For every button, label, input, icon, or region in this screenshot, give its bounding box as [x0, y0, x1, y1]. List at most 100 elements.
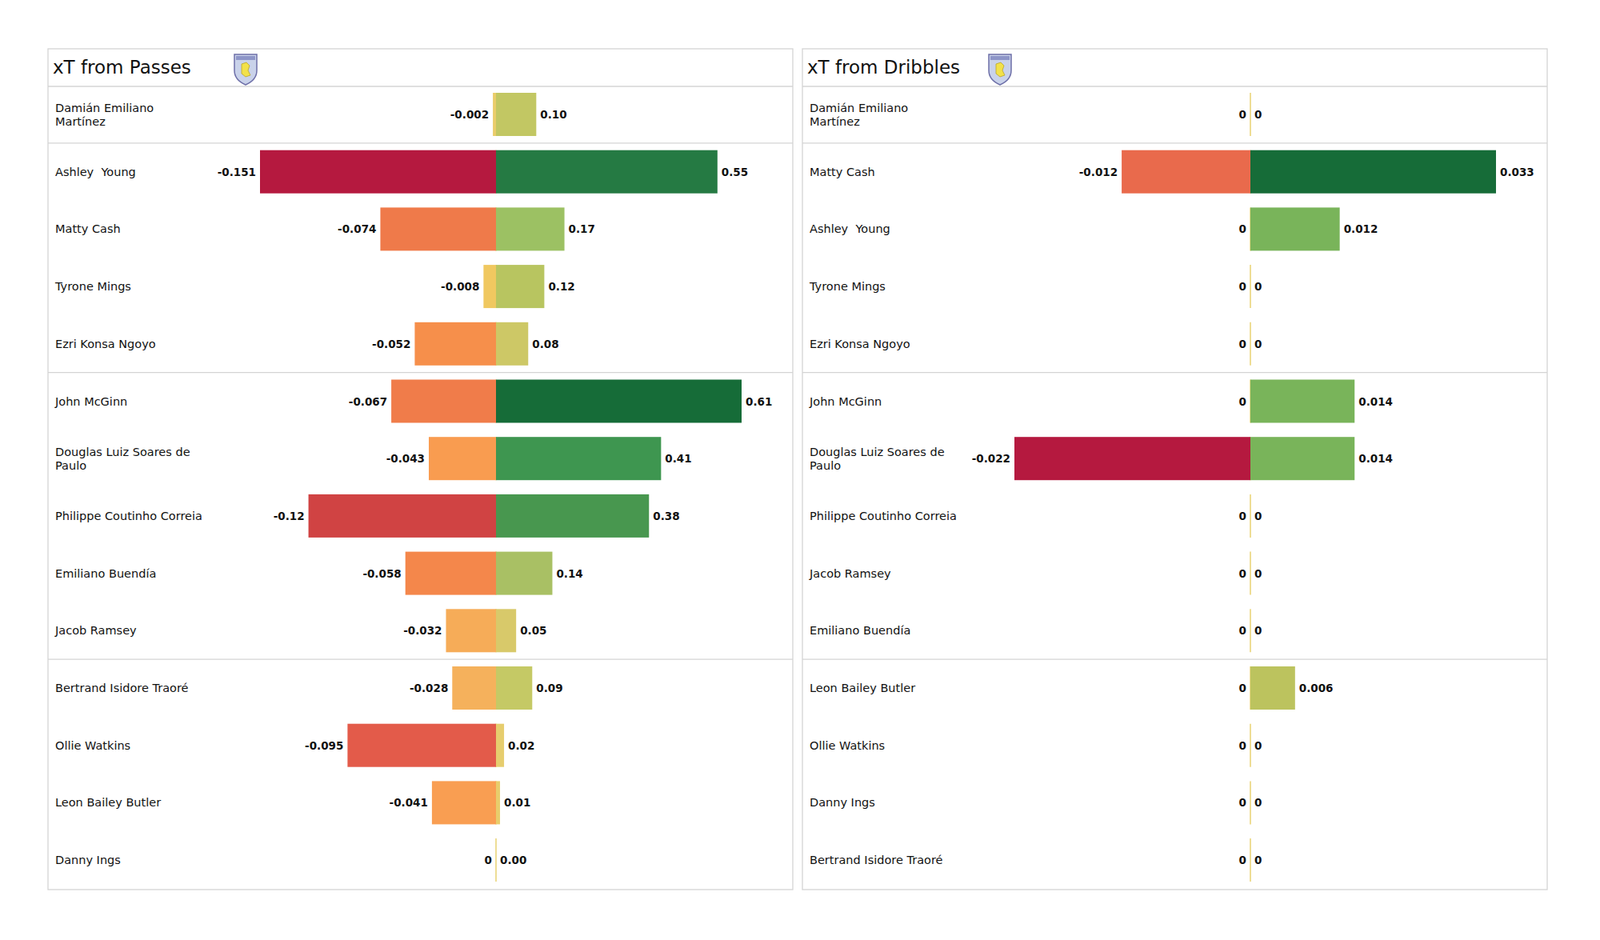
data-label: 0.41: [664, 452, 692, 465]
data-label: 0.08: [532, 337, 559, 351]
bar: [496, 380, 742, 424]
group-separator: [48, 372, 793, 373]
data-label: 0: [1239, 222, 1247, 236]
bar: [1250, 436, 1355, 480]
bar: [1250, 666, 1296, 710]
data-label: 0: [1254, 337, 1262, 351]
data-label: 0: [1239, 796, 1247, 809]
data-label: 0: [1254, 509, 1262, 523]
bar: [391, 380, 496, 424]
category-label: Matty Cash: [809, 165, 876, 179]
bar: [496, 780, 500, 824]
data-label: -0.12: [273, 509, 305, 523]
bar: [1250, 264, 1252, 308]
crest-band: [990, 56, 1010, 60]
category-label: Bertrand Isidore Traoré: [809, 853, 944, 867]
bar: [496, 724, 504, 768]
data-label: 0: [1254, 739, 1262, 752]
bar: [1250, 608, 1252, 652]
data-label: 0.61: [745, 395, 772, 408]
data-label: 0: [1239, 739, 1247, 752]
data-label: -0.041: [389, 796, 428, 809]
bar: [496, 608, 516, 652]
data-label: 0: [1239, 509, 1247, 523]
category-label: Ashley Young: [55, 165, 136, 179]
zero-line: [1249, 838, 1252, 882]
data-label: 0.12: [548, 280, 575, 293]
bar: [1250, 150, 1496, 194]
category-label: Matty Cash: [55, 222, 121, 236]
data-label: 0.01: [504, 796, 531, 809]
data-label: 0: [1239, 337, 1247, 351]
bar: [1250, 380, 1355, 424]
bar: [405, 552, 496, 596]
group-separator: [802, 372, 1548, 373]
title-separator: [802, 85, 1548, 87]
bar: [496, 150, 718, 194]
bar: [496, 666, 532, 710]
data-label: 0: [1254, 853, 1262, 867]
crest: [234, 54, 257, 85]
panel-frame: [802, 48, 1548, 890]
bar: [1250, 322, 1252, 366]
bar: [492, 92, 496, 136]
data-label: 0.10: [540, 108, 567, 121]
bar: [1250, 780, 1252, 824]
crest-shield: [988, 54, 1012, 85]
title: xT from Dribbles: [807, 56, 960, 78]
category-label: Jacob Ramsey: [54, 624, 137, 637]
category-label: Leon Bailey Butler: [55, 796, 161, 809]
bar: [380, 207, 496, 251]
bar: [445, 608, 496, 652]
crest-lion: [241, 62, 251, 77]
zero-line: [1249, 322, 1252, 366]
bar: [1014, 436, 1251, 480]
data-label: -0.012: [1079, 165, 1118, 179]
bars: [260, 92, 742, 882]
data-label: 0: [1254, 624, 1262, 637]
category-label: Philippe Coutinho Correia: [55, 509, 203, 523]
data-label: -0.151: [217, 165, 256, 179]
bar: [1250, 838, 1252, 882]
data-label: 0.014: [1358, 395, 1393, 408]
bar: [1250, 92, 1252, 136]
zero-line: [495, 838, 497, 882]
bar: [483, 264, 496, 308]
bar: [308, 494, 496, 538]
bar: [1250, 552, 1252, 596]
category-label: Philippe Coutinho Correia: [809, 509, 957, 523]
bar: [1250, 552, 1252, 596]
data-label: 0.05: [520, 624, 547, 637]
bar: [496, 436, 661, 480]
panel: xT from PassesDamián EmilianoMartínezAsh…: [48, 48, 793, 890]
group-separator: [802, 142, 1548, 144]
bar: [1250, 494, 1252, 538]
bar: [414, 322, 496, 366]
group-separator: [48, 659, 793, 660]
data-label: 0.006: [1299, 681, 1334, 695]
data-label: -0.052: [372, 337, 411, 351]
bar: [347, 724, 496, 768]
category-label: Ezri Konsa Ngoyo: [55, 337, 156, 351]
bar: [496, 838, 497, 882]
category-label: Ezri Konsa Ngoyo: [809, 337, 911, 351]
category-label: Bertrand Isidore Traoré: [55, 681, 189, 695]
bar: [1250, 494, 1252, 538]
category-label: Damián EmilianoMartínez: [809, 101, 908, 128]
data-label: -0.067: [348, 395, 388, 408]
data-label: -0.043: [386, 452, 425, 465]
crest-shield: [234, 54, 257, 85]
bar: [1250, 724, 1252, 768]
category-label: John McGinn: [808, 395, 882, 408]
data-label: 0: [1239, 681, 1247, 695]
data-label: -0.022: [972, 452, 1011, 465]
bar: [1250, 724, 1252, 768]
panel-frame: [48, 48, 793, 890]
data-label: 0.012: [1344, 222, 1379, 236]
data-label: 0: [1239, 280, 1247, 293]
category-label: Danny Ings: [809, 796, 876, 809]
bar: [428, 436, 496, 480]
bar: [1250, 608, 1252, 652]
title: xT from Passes: [52, 56, 192, 78]
data-label: 0: [1239, 108, 1247, 121]
